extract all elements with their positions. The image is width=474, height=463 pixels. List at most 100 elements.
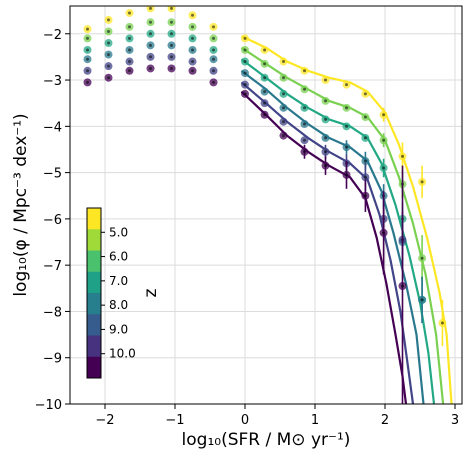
data-point-center [86,27,89,31]
data-point-center [86,69,89,73]
y-tick-label: −2 [43,28,62,43]
colorbar-tick-label: 5.0 [109,225,128,239]
data-point-center [263,76,267,80]
x-tick-label: −1 [165,413,184,428]
data-point-center [149,20,152,24]
data-point-center [345,124,348,128]
data-point-center [212,69,215,73]
data-point-center [324,136,327,140]
data-point-center [303,106,306,110]
data-point-center [363,194,367,198]
data-point-center [128,69,131,73]
data-point-center [107,64,110,68]
data-point-center [303,122,306,126]
colorbar-bands [87,208,101,379]
data-point-center [303,69,306,73]
data-point-center [191,48,194,52]
colorbar-band [87,356,101,379]
data-point-center [212,80,215,84]
data-point-center [243,83,247,87]
data-point-center [440,321,444,325]
data-point-center [303,138,306,142]
y-axis-label: log₁₀(φ / Mpc⁻³ dex⁻¹) [11,113,31,296]
data-point-center [107,29,110,33]
data-point-center [191,13,194,17]
y-tick-label: −10 [35,398,62,413]
data-point-center [282,92,285,96]
data-point-center [363,159,367,163]
data-point-center [191,69,194,73]
data-point-center [243,48,247,52]
data-point-center [363,115,367,119]
data-point-center [86,80,89,84]
data-point-center [282,120,285,124]
data-layer [83,6,453,404]
data-point-center [363,136,367,140]
data-point-center [363,175,367,179]
data-point-center [191,36,194,40]
data-point-center [382,138,386,142]
data-point-center [212,48,215,52]
colorbar-tick-label: 9.0 [109,322,128,336]
data-point-center [128,36,131,40]
data-point-center [345,106,348,110]
y-tick-label: −9 [43,352,62,367]
x-tick-label: 0 [241,413,249,428]
ticks: −2 −1 0 1 2 3−2−3−4−5−6−7−8−9−10 [35,28,460,428]
data-point-center [263,62,267,66]
data-point-center [191,25,194,29]
data-point-center [107,41,110,45]
data-point-center [243,92,247,96]
series-z-8 [83,41,427,404]
data-point-center [345,83,348,87]
data-point-center [420,256,424,260]
data-point-center [191,60,194,64]
colorbar-frame [86,207,102,379]
data-point-center [263,101,267,105]
colorbar-label: z [141,288,161,297]
y-tick-label: −5 [43,167,62,182]
data-point-center [382,166,386,170]
data-point-center [303,87,306,91]
series-z-5 [83,6,453,404]
data-point-center [263,90,267,94]
data-point-center [303,150,306,154]
data-point-center [345,173,348,177]
data-point-center [170,20,173,24]
data-point-center [170,55,173,59]
plot-frame [69,5,463,405]
colorbar-ticks: 5.0 6.0 7.0 8.0 9.0 10.0 [101,225,136,361]
x-tick-label: −2 [95,413,114,428]
data-point-center [324,164,327,168]
data-point-center [382,113,386,117]
y-tick-label: −8 [43,305,62,320]
data-point-center [128,60,131,64]
colorbar-band [87,250,101,273]
data-point-center [149,55,152,59]
data-point-center [243,71,247,75]
data-point-center [263,48,267,52]
series-z-10 [83,64,408,404]
colorbar-band [87,293,101,315]
x-tick-label: 1 [311,413,319,428]
data-point-center [149,43,152,47]
colorbar-tick-label: 8.0 [109,298,128,312]
data-point-center [363,92,367,96]
colorbar: 5.0 6.0 7.0 8.0 9.0 10.0 z [86,207,161,379]
data-point-center [212,57,215,61]
data-point-center [212,36,215,40]
data-point-center [282,60,285,64]
fit-curve [241,35,453,404]
data-point-center [170,66,173,70]
colorbar-tick-label: 7.0 [109,274,128,288]
colorbar-tick-label: 6.0 [109,250,128,264]
data-point-center [401,154,404,158]
data-point-center [170,43,173,47]
data-point-center [324,150,327,154]
y-tick-label: −6 [43,213,62,228]
data-point-center [170,6,173,10]
data-point-center [420,180,424,184]
colorbar-tick-label: 10.0 [109,347,136,361]
data-point-center [401,284,404,288]
